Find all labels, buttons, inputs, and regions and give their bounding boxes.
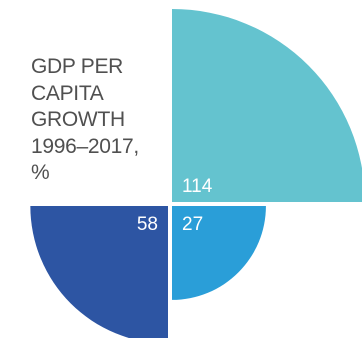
slice-bottom-left: [30, 206, 168, 338]
slice-label-bottom-right: 27: [182, 214, 203, 235]
chart-title-line-4: 1996–2017,: [31, 134, 139, 158]
chart-title-line-5: %: [31, 161, 50, 184]
chart-title-line-1: GDP PER: [31, 55, 124, 78]
slice-label-top-right: 114: [182, 176, 213, 197]
chart-title-line-3: GROWTH: [31, 108, 125, 131]
chart-title: GDP PER CAPITA GROWTH 1996–2017, %: [31, 54, 171, 187]
slice-top-right: [172, 9, 362, 202]
slice-bottom-right: [172, 206, 266, 300]
chart-title-line-2: CAPITA: [31, 81, 104, 105]
slice-label-bottom-left: 58: [137, 214, 158, 235]
